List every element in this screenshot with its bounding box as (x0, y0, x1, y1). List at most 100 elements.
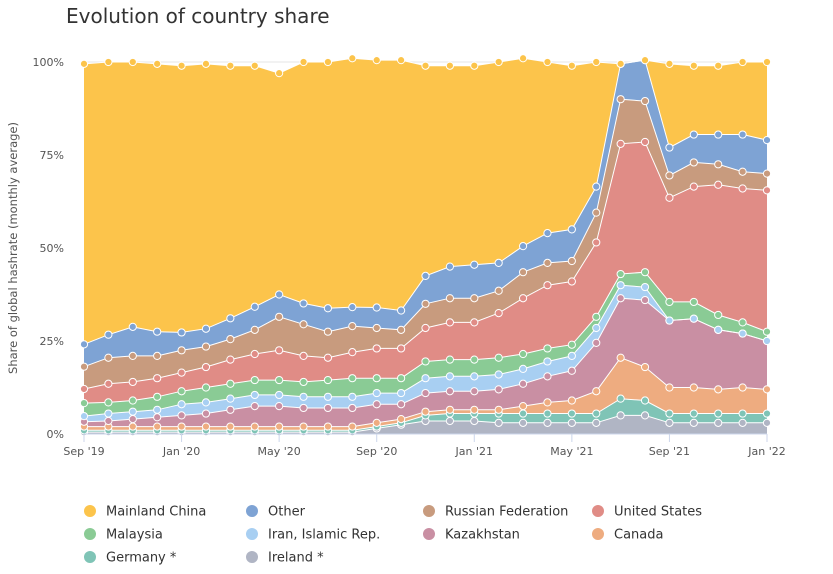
point-malaysia[interactable] (518, 349, 528, 359)
point-russian-federation[interactable] (397, 325, 406, 334)
point-united-states[interactable] (250, 349, 259, 359)
point-united-states[interactable] (445, 318, 454, 327)
point-russian-federation[interactable] (714, 160, 723, 169)
point-canada[interactable] (543, 398, 552, 407)
point-mainland-china[interactable] (153, 59, 162, 68)
point-canada[interactable] (153, 422, 162, 431)
point-germany[interactable] (689, 409, 698, 418)
point-iran-islamic-rep[interactable] (104, 409, 113, 418)
point-russian-federation[interactable] (226, 335, 235, 344)
point-mainland-china[interactable] (421, 61, 430, 70)
point-iran-islamic-rep[interactable] (421, 374, 430, 383)
point-iran-islamic-rep[interactable] (640, 282, 650, 292)
point-canada[interactable] (616, 353, 625, 362)
point-malaysia[interactable] (153, 392, 162, 401)
point-united-states[interactable] (226, 355, 235, 364)
point-iran-islamic-rep[interactable] (592, 323, 601, 333)
legend-item-malaysia[interactable]: Malaysia (84, 528, 163, 543)
point-canada[interactable] (128, 422, 137, 431)
point-other[interactable] (79, 340, 89, 349)
point-russian-federation[interactable] (689, 158, 698, 167)
point-iran-islamic-rep[interactable] (518, 364, 528, 373)
point-canada[interactable] (372, 418, 381, 427)
point-kazakhstan[interactable] (470, 387, 479, 396)
point-russian-federation[interactable] (372, 323, 381, 333)
point-mainland-china[interactable] (250, 61, 259, 70)
point-iran-islamic-rep[interactable] (348, 392, 357, 401)
point-canada[interactable] (348, 422, 357, 431)
point-mainland-china[interactable] (226, 61, 235, 70)
point-other[interactable] (518, 242, 528, 251)
point-malaysia[interactable] (79, 399, 89, 408)
point-kazakhstan[interactable] (226, 405, 235, 414)
point-iran-islamic-rep[interactable] (665, 316, 674, 325)
point-canada[interactable] (299, 422, 308, 431)
point-united-states[interactable] (738, 184, 747, 193)
point-canada[interactable] (226, 422, 235, 431)
point-kazakhstan[interactable] (128, 415, 137, 424)
point-other[interactable] (738, 130, 747, 139)
point-canada[interactable] (592, 387, 601, 396)
point-other[interactable] (567, 225, 576, 234)
point-russian-federation[interactable] (128, 351, 137, 360)
point-iran-islamic-rep[interactable] (397, 388, 406, 398)
point-malaysia[interactable] (567, 340, 576, 349)
point-other[interactable] (128, 322, 137, 331)
point-canada[interactable] (665, 383, 674, 392)
point-other[interactable] (543, 229, 552, 238)
point-united-states[interactable] (201, 362, 211, 372)
point-other[interactable] (762, 136, 772, 145)
point-malaysia[interactable] (397, 374, 406, 383)
point-other[interactable] (153, 327, 162, 336)
point-mainland-china[interactable] (738, 57, 747, 67)
point-ireland[interactable] (567, 418, 576, 427)
point-other[interactable] (397, 306, 406, 315)
point-kazakhstan[interactable] (567, 366, 576, 375)
point-united-states[interactable] (567, 277, 576, 286)
point-other[interactable] (689, 130, 698, 139)
point-russian-federation[interactable] (592, 208, 601, 217)
point-russian-federation[interactable] (79, 362, 89, 371)
point-germany[interactable] (567, 409, 576, 418)
point-iran-islamic-rep[interactable] (543, 357, 552, 366)
point-ireland[interactable] (494, 418, 503, 427)
point-iran-islamic-rep[interactable] (177, 400, 186, 409)
point-ireland[interactable] (592, 418, 601, 427)
point-ireland[interactable] (616, 411, 625, 420)
point-united-states[interactable] (616, 139, 625, 148)
point-canada[interactable] (640, 362, 650, 372)
point-kazakhstan[interactable] (592, 338, 601, 347)
point-other[interactable] (372, 303, 381, 312)
legend-item-russian-federation[interactable]: Russian Federation (423, 505, 568, 520)
point-kazakhstan[interactable] (421, 388, 430, 398)
legend-item-germany[interactable]: Germany * (84, 551, 177, 566)
point-other[interactable] (348, 303, 357, 312)
point-germany[interactable] (640, 396, 650, 405)
point-russian-federation[interactable] (762, 169, 772, 178)
point-russian-federation[interactable] (518, 268, 528, 277)
point-canada[interactable] (762, 385, 772, 394)
point-united-states[interactable] (397, 344, 406, 353)
point-united-states[interactable] (275, 346, 284, 355)
point-canada[interactable] (494, 405, 503, 414)
point-russian-federation[interactable] (177, 346, 186, 355)
point-kazakhstan[interactable] (201, 409, 211, 418)
point-canada[interactable] (397, 415, 406, 424)
point-mainland-china[interactable] (445, 61, 454, 70)
point-malaysia[interactable] (689, 297, 698, 307)
point-canada[interactable] (567, 396, 576, 405)
point-kazakhstan[interactable] (494, 385, 503, 394)
legend-item-ireland[interactable]: Ireland * (246, 551, 324, 566)
point-russian-federation[interactable] (299, 320, 308, 329)
point-germany[interactable] (592, 409, 601, 418)
point-canada[interactable] (201, 422, 211, 431)
point-mainland-china[interactable] (128, 57, 137, 67)
point-iran-islamic-rep[interactable] (226, 394, 235, 403)
point-mainland-china[interactable] (518, 54, 528, 63)
point-ireland[interactable] (665, 418, 674, 427)
point-mainland-china[interactable] (665, 59, 674, 68)
point-germany[interactable] (543, 409, 552, 418)
point-malaysia[interactable] (738, 318, 747, 327)
point-united-states[interactable] (79, 384, 89, 394)
point-russian-federation[interactable] (348, 322, 357, 331)
